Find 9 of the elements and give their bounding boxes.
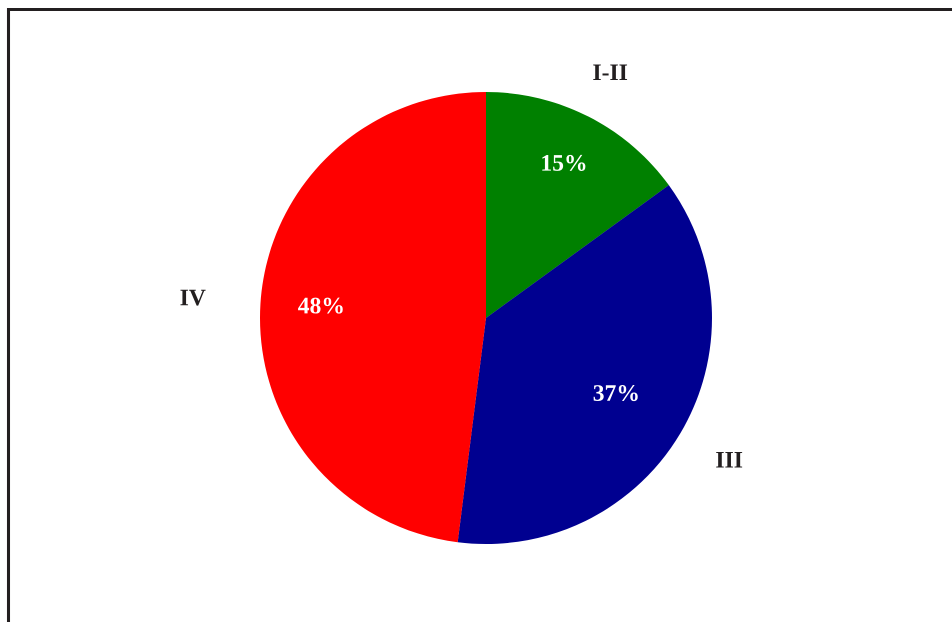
slice-label: IV [180,290,206,306]
pie-slice [458,185,712,544]
data-label: 37% [594,385,638,402]
slice-label: III [716,452,742,468]
pie-slice [260,92,486,542]
data-label: 48% [298,298,343,314]
pie-slice [486,92,669,318]
data-label: 15% [542,154,586,171]
slice-label: I-II [593,64,628,80]
